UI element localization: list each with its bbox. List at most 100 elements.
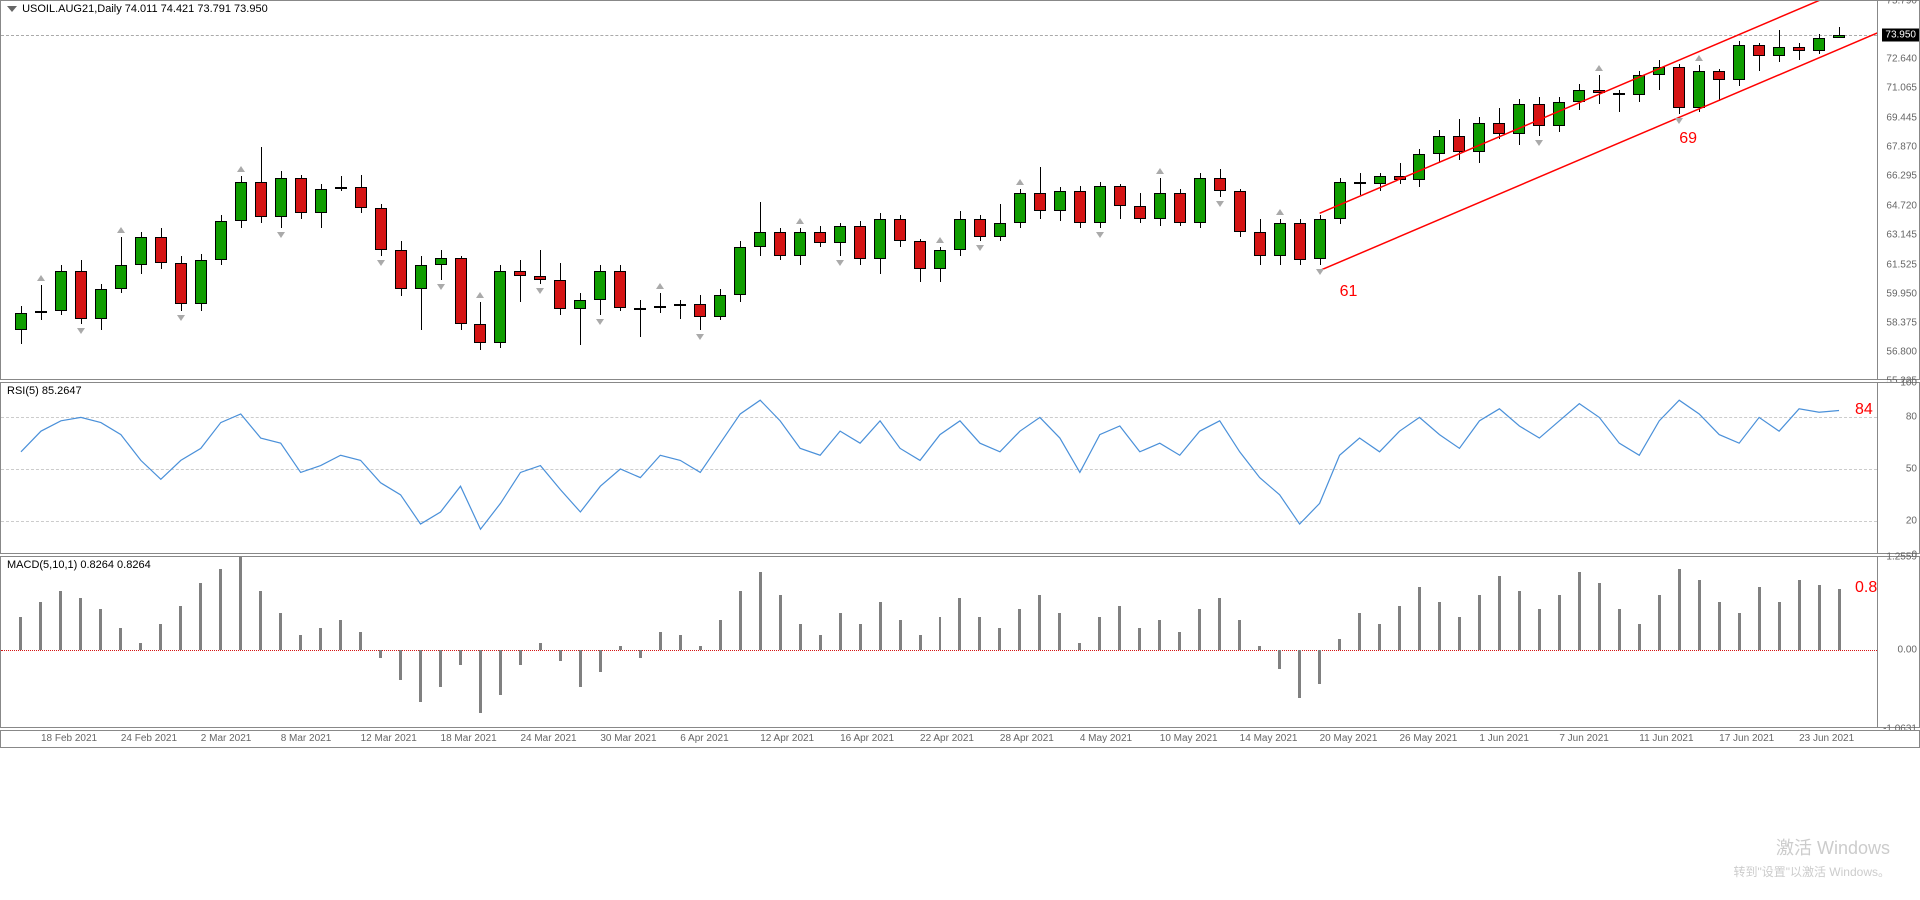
candle[interactable] xyxy=(814,232,826,243)
candle[interactable] xyxy=(35,311,47,313)
candle[interactable] xyxy=(1733,45,1745,80)
candle[interactable] xyxy=(195,260,207,304)
candle[interactable] xyxy=(1094,186,1106,223)
candle[interactable] xyxy=(1513,104,1525,134)
candle[interactable] xyxy=(734,247,746,295)
candle[interactable] xyxy=(1653,67,1665,74)
candle[interactable] xyxy=(1693,71,1705,108)
macd-panel[interactable]: MACD(5,10,1) 0.8264 0.8264 0.82 1.25590.… xyxy=(0,556,1920,728)
candle[interactable] xyxy=(335,187,347,189)
dropdown-icon[interactable] xyxy=(7,6,17,12)
candle[interactable] xyxy=(75,271,87,319)
candle[interactable] xyxy=(435,258,447,265)
candle[interactable] xyxy=(1633,75,1645,95)
price-panel[interactable]: USOIL.AUG21,Daily 74.011 74.421 73.791 7… xyxy=(0,0,1920,380)
candle[interactable] xyxy=(494,271,506,343)
candle[interactable] xyxy=(1014,193,1026,223)
rsi-plot-area[interactable]: 84 xyxy=(1,383,1877,553)
main-plot-area[interactable]: 726961 xyxy=(1,1,1877,379)
candle[interactable] xyxy=(614,271,626,308)
rsi-panel[interactable]: RSI(5) 85.2647 84 1008050200 xyxy=(0,382,1920,554)
candle[interactable] xyxy=(754,232,766,247)
candle[interactable] xyxy=(574,300,586,309)
candle[interactable] xyxy=(1713,71,1725,80)
candle[interactable] xyxy=(1114,186,1126,206)
candle[interactable] xyxy=(1134,206,1146,219)
candle[interactable] xyxy=(1833,35,1845,38)
candle[interactable] xyxy=(1773,47,1785,56)
candle[interactable] xyxy=(355,187,367,207)
candle[interactable] xyxy=(714,295,726,317)
candle[interactable] xyxy=(594,271,606,301)
candle[interactable] xyxy=(55,271,67,312)
candle[interactable] xyxy=(694,304,706,317)
candle[interactable] xyxy=(874,219,886,260)
candle[interactable] xyxy=(1813,38,1825,51)
candle[interactable] xyxy=(1753,45,1765,56)
candle[interactable] xyxy=(1493,123,1505,134)
candle[interactable] xyxy=(1154,193,1166,219)
candle[interactable] xyxy=(1374,176,1386,183)
candle[interactable] xyxy=(1234,191,1246,232)
candle[interactable] xyxy=(295,178,307,213)
candle[interactable] xyxy=(1394,176,1406,180)
candle[interactable] xyxy=(954,219,966,250)
fractal-down-icon xyxy=(1535,140,1543,146)
candle[interactable] xyxy=(255,182,267,217)
candle[interactable] xyxy=(175,263,187,304)
candle[interactable] xyxy=(1433,136,1445,154)
candle[interactable] xyxy=(1613,93,1625,95)
candle[interactable] xyxy=(215,221,227,260)
candle[interactable] xyxy=(1354,182,1366,184)
candle[interactable] xyxy=(1314,219,1326,260)
candle[interactable] xyxy=(395,250,407,289)
candle[interactable] xyxy=(994,223,1006,238)
candle[interactable] xyxy=(1334,182,1346,219)
candle[interactable] xyxy=(1074,191,1086,222)
candle[interactable] xyxy=(654,306,666,308)
candle[interactable] xyxy=(1413,154,1425,180)
candle[interactable] xyxy=(1194,178,1206,222)
candle[interactable] xyxy=(634,308,646,310)
candle[interactable] xyxy=(1174,193,1186,223)
candle[interactable] xyxy=(1553,102,1565,126)
candle[interactable] xyxy=(95,289,107,319)
candle[interactable] xyxy=(514,271,526,277)
candle[interactable] xyxy=(554,280,566,310)
candle[interactable] xyxy=(1254,232,1266,256)
candle[interactable] xyxy=(774,232,786,256)
candle[interactable] xyxy=(914,241,926,269)
candle[interactable] xyxy=(834,226,846,243)
candle[interactable] xyxy=(1573,90,1585,103)
candle[interactable] xyxy=(115,265,127,289)
candle[interactable] xyxy=(455,258,467,325)
candle[interactable] xyxy=(854,226,866,259)
candle[interactable] xyxy=(1054,191,1066,211)
candle[interactable] xyxy=(275,178,287,217)
candle[interactable] xyxy=(1473,123,1485,153)
candle[interactable] xyxy=(235,182,247,221)
candle[interactable] xyxy=(1453,136,1465,153)
candle[interactable] xyxy=(1793,47,1805,51)
candle[interactable] xyxy=(894,219,906,241)
candle[interactable] xyxy=(534,276,546,280)
candle[interactable] xyxy=(315,189,327,213)
candle[interactable] xyxy=(155,237,167,263)
candle[interactable] xyxy=(1274,223,1286,256)
candle[interactable] xyxy=(1034,193,1046,211)
candle[interactable] xyxy=(415,265,427,289)
candle[interactable] xyxy=(15,313,27,330)
candle[interactable] xyxy=(934,250,946,268)
macd-plot-area[interactable]: 0.82 xyxy=(1,557,1877,727)
candle[interactable] xyxy=(375,208,387,250)
candle[interactable] xyxy=(674,304,686,306)
candle[interactable] xyxy=(1214,178,1226,191)
candle[interactable] xyxy=(794,232,806,256)
candle[interactable] xyxy=(974,219,986,237)
candle[interactable] xyxy=(1593,90,1605,94)
candle[interactable] xyxy=(135,237,147,265)
candle[interactable] xyxy=(1294,223,1306,260)
candle[interactable] xyxy=(1673,67,1685,108)
candle[interactable] xyxy=(474,324,486,342)
candle[interactable] xyxy=(1533,104,1545,126)
